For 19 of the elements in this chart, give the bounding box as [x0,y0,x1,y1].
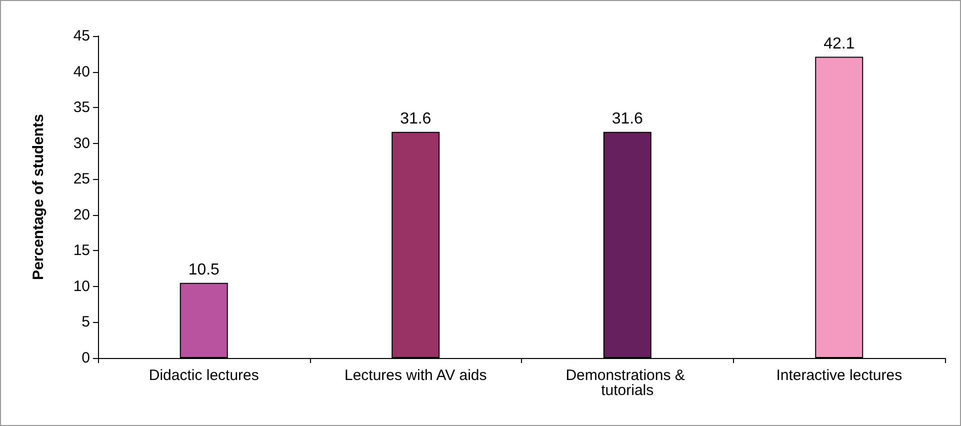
y-tick-label: 10 [73,278,90,295]
y-tick-label: 45 [73,28,90,44]
x-tick-label: Demonstrations & tutorials [566,367,690,399]
x-tick-label: Interactive lectures [776,367,902,384]
data-label: 42.1 [824,35,855,52]
x-tick-label: Lectures with AV aids [344,367,487,384]
y-tick-label: 35 [73,99,90,116]
y-tick-label: 5 [82,314,90,331]
y-tick-label: 25 [73,170,90,188]
y-axis-title: Percentage of students [30,114,47,280]
x-tick-label: Didactic lectures [148,367,259,384]
data-label: 10.5 [188,261,220,278]
y-tick-label: 30 [73,134,90,152]
y-tick-label: 15 [73,242,90,260]
y-tick-label: 0 [82,350,90,366]
y-tick-label: 20 [73,206,90,224]
y-tick-label: 40 [73,63,90,80]
data-label: 31.6 [612,110,644,128]
data-label: 31.6 [400,110,432,128]
